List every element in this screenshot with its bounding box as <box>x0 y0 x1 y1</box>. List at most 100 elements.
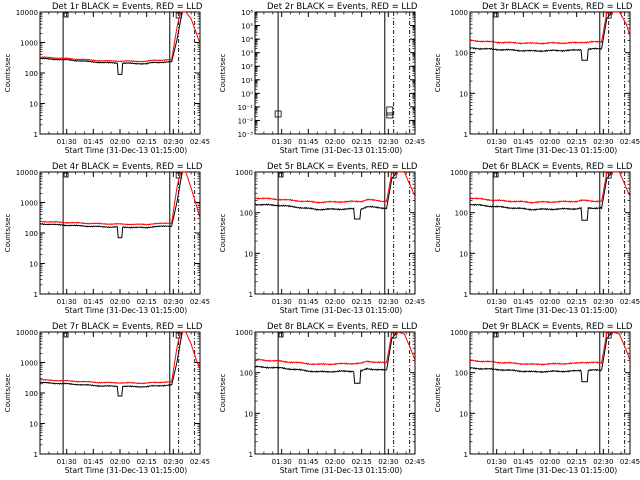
flag-marker <box>63 172 69 178</box>
y-tick-label: 1 <box>34 131 38 139</box>
y-axis-label: Counts/sec <box>4 214 12 253</box>
y-tick-label: 10 <box>29 421 38 429</box>
x-tick-label: 02:30 <box>378 458 398 466</box>
plot-frame <box>469 11 631 135</box>
series-events-line <box>470 12 613 61</box>
x-tick-label: 01:45 <box>83 138 103 146</box>
flag-marker <box>63 12 69 18</box>
plot-frame <box>254 171 416 295</box>
flag-marker <box>493 12 499 18</box>
plot-frame <box>469 171 631 295</box>
panel-title: Det 3r BLACK = Events, RED = LLD <box>482 2 633 12</box>
series-lld-line <box>255 332 415 366</box>
x-axis-label: Start Time (31-Dec-13 01:15:00) <box>495 146 617 155</box>
y-tick-label: 100 <box>455 50 468 58</box>
series-lld-line <box>255 172 415 204</box>
x-tick-label: 02:00 <box>325 138 345 146</box>
y-tick-label: 1000 <box>450 169 468 177</box>
y-axis-label: Counts/sec <box>434 214 442 253</box>
x-tick-label: 01:45 <box>513 458 533 466</box>
y-tick-label: 1 <box>249 451 253 459</box>
panel-2: Det 2r BLACK = Events, RED = LLD 10⁻³ 10⁻²… <box>219 2 425 155</box>
y-tick-label: 100 <box>240 370 253 378</box>
y-tick-label: 10² <box>241 63 253 71</box>
x-tick-label: 01:30 <box>487 138 507 146</box>
panel-3: Det 3r BLACK = Events, RED = LLD 1 10 100 10… <box>434 2 640 155</box>
y-tick-label: 1 <box>464 451 468 459</box>
panel-title: Det 8r BLACK = Events, RED = LLD <box>267 322 418 332</box>
x-tick-label: 01:30 <box>272 298 292 306</box>
y-tick-label: 100 <box>25 230 38 238</box>
panel-title: Det 6r BLACK = Events, RED = LLD <box>482 162 633 172</box>
x-tick-label: 02:00 <box>325 458 345 466</box>
x-tick-label: 02:00 <box>325 298 345 306</box>
x-tick-label: 02:30 <box>593 458 613 466</box>
series-events-line <box>40 172 183 239</box>
y-tick-label: 100 <box>455 210 468 218</box>
x-tick-label: 02:30 <box>378 138 398 146</box>
series-lld-line <box>470 172 630 204</box>
x-tick-label: 02:15 <box>137 298 157 306</box>
flag-marker <box>493 172 499 178</box>
flag-marker <box>274 110 282 118</box>
y-tick-label: 100 <box>455 370 468 378</box>
plot-frame <box>469 331 631 455</box>
panel-6: Det 6r BLACK = Events, RED = LLD 1 10 100 10… <box>434 162 640 315</box>
x-axis-label: Start Time (31-Dec-13 01:15:00) <box>495 466 617 475</box>
x-tick-label: 02:45 <box>405 138 425 146</box>
x-tick-label: 01:45 <box>298 138 318 146</box>
y-tick-label: 10000 <box>16 329 38 337</box>
x-tick-label: 02:30 <box>163 458 183 466</box>
y-tick-label: 1 <box>34 291 38 299</box>
x-axis-label: Start Time (31-Dec-13 01:15:00) <box>65 466 187 475</box>
x-axis-label: Start Time (31-Dec-13 01:15:00) <box>495 306 617 315</box>
x-axis-label: Start Time (31-Dec-13 01:15:00) <box>65 306 187 315</box>
x-tick-label: 01:30 <box>57 458 77 466</box>
x-tick-label: 02:30 <box>163 138 183 146</box>
x-tick-label: 01:30 <box>272 138 292 146</box>
panel-title: Det 9r BLACK = Events, RED = LLD <box>482 322 633 332</box>
x-tick-label: 02:00 <box>540 458 560 466</box>
y-tick-label: 10⁵ <box>241 23 253 31</box>
panel-title: Det 7r BLACK = Events, RED = LLD <box>52 322 203 332</box>
x-tick-label: 02:45 <box>405 458 425 466</box>
y-tick-label: 1000 <box>450 329 468 337</box>
y-tick-label: 10 <box>244 250 253 258</box>
y-tick-label: 1000 <box>20 360 38 368</box>
x-tick-label: 02:15 <box>352 298 372 306</box>
x-axis-label: Start Time (31-Dec-13 01:15:00) <box>65 146 187 155</box>
y-tick-label: 10 <box>244 410 253 418</box>
y-tick-label: 100 <box>240 210 253 218</box>
y-tick-label: 1000 <box>235 329 253 337</box>
x-tick-label: 02:00 <box>540 298 560 306</box>
y-tick-label: 10³ <box>241 50 253 58</box>
y-tick-label: 10⁻³ <box>238 131 254 139</box>
x-tick-label: 01:45 <box>298 298 318 306</box>
x-tick-label: 01:30 <box>57 298 77 306</box>
panel-7: Det 7r BLACK = Events, RED = LLD 1 10 100 10… <box>4 322 210 475</box>
x-tick-label: 02:00 <box>110 138 130 146</box>
series-events-line <box>470 332 613 383</box>
y-tick-label: 100 <box>25 390 38 398</box>
series-events-line <box>40 332 183 397</box>
x-tick-label: 02:45 <box>190 458 210 466</box>
series-events-line <box>255 332 398 384</box>
plot-frame <box>254 331 416 455</box>
x-tick-label: 02:15 <box>567 298 587 306</box>
flag-marker <box>278 172 284 178</box>
y-tick-label: 10000 <box>16 169 38 177</box>
x-tick-label: 01:45 <box>83 298 103 306</box>
panel-title: Det 2r BLACK = Events, RED = LLD <box>267 2 418 12</box>
series-lld-line <box>40 172 200 226</box>
x-tick-label: 02:15 <box>137 138 157 146</box>
x-tick-label: 01:45 <box>83 458 103 466</box>
flag-marker <box>386 112 394 119</box>
y-tick-label: 1000 <box>20 200 38 208</box>
x-tick-label: 02:45 <box>190 298 210 306</box>
y-tick-label: 10⁻² <box>238 117 254 125</box>
x-tick-label: 02:15 <box>137 458 157 466</box>
series-lld-line <box>40 332 200 385</box>
plot-frame <box>39 171 201 295</box>
plot-frame <box>39 331 201 455</box>
x-tick-label: 02:00 <box>110 298 130 306</box>
